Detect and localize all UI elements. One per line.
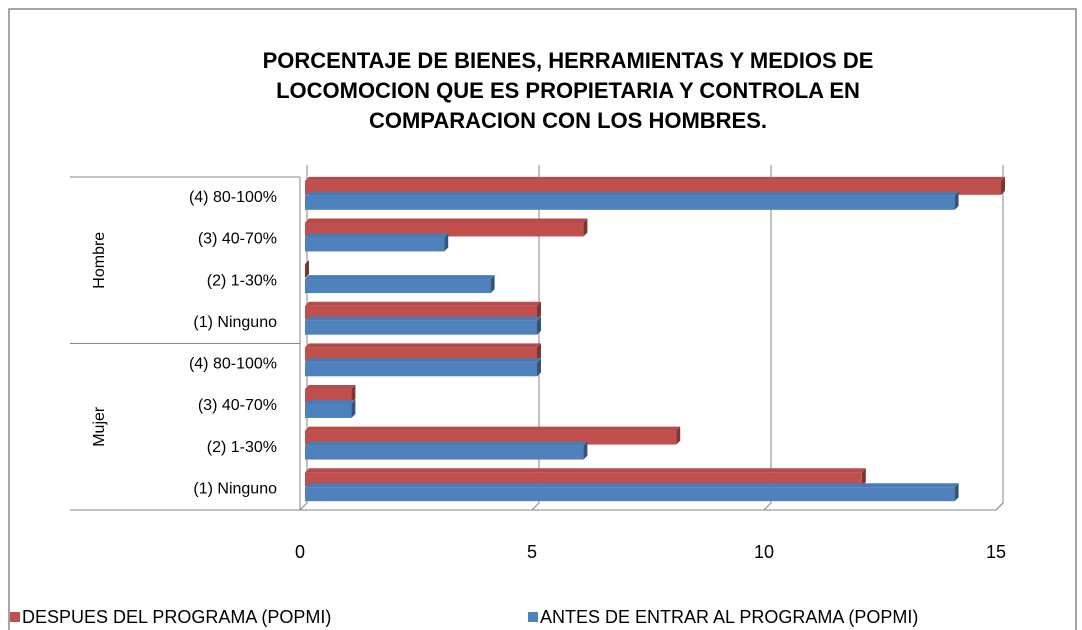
x-tick-label: 0 (295, 542, 305, 562)
bar-side (954, 483, 959, 502)
group-label: Mujer (91, 406, 108, 447)
bar-side (583, 218, 588, 237)
legend-label: ANTES DE ENTRAR AL PROGRAMA (POPMI) (540, 607, 918, 627)
bar-top (305, 483, 959, 488)
x-tick-label: 5 (527, 542, 537, 562)
bar-side (1001, 176, 1005, 195)
bar-top (305, 343, 541, 348)
bar-side (954, 191, 959, 210)
x-tick-label: 15 (986, 542, 1006, 562)
bar (305, 180, 1001, 195)
chart-border (8, 8, 1077, 630)
bar-side (537, 316, 541, 335)
bar-top (305, 233, 449, 238)
y-tick-label: (4) 80-100% (189, 189, 277, 206)
bar-side (537, 358, 541, 377)
bar-top (305, 426, 681, 431)
bar (305, 362, 537, 377)
title-line: COMPARACION CON LOS HOMBRES. (369, 108, 767, 133)
bar (305, 279, 491, 294)
bar-top (305, 399, 356, 404)
bar-top (305, 358, 541, 363)
bar-top (305, 218, 588, 223)
bar-side (861, 468, 866, 487)
title-line: LOCOMOCION QUE ES PROPIETARIA Y CONTROLA… (276, 78, 860, 103)
bar-top (305, 275, 495, 280)
legend-swatch (528, 612, 538, 622)
y-tick-label: (1) Ninguno (193, 480, 277, 497)
bar (305, 403, 352, 418)
bar (305, 347, 537, 362)
bar (305, 305, 537, 320)
y-tick-label: (1) Ninguno (193, 314, 277, 331)
bar-side (351, 384, 356, 403)
bar-side (676, 426, 681, 445)
group-label: Hombre (91, 232, 108, 289)
bar (305, 472, 862, 487)
bar-side (537, 301, 541, 320)
bar (305, 237, 445, 252)
chart-title: PORCENTAJE DE BIENES, HERRAMIENTAS Y MED… (263, 48, 874, 133)
bar-side (351, 399, 356, 418)
y-tick-label: (3) 40-70% (198, 397, 277, 414)
bar-side (537, 343, 541, 362)
y-tick-label: (2) 1-30% (207, 439, 277, 456)
bar (305, 320, 537, 335)
y-tick-label: (4) 80-100% (189, 356, 277, 373)
bar (305, 445, 584, 460)
bar (305, 487, 955, 502)
bar (305, 430, 677, 445)
grid-line (531, 165, 540, 511)
bar-side (305, 260, 309, 279)
grid-line (995, 165, 1004, 511)
bar-top (305, 441, 588, 446)
legend-swatch (10, 612, 20, 622)
bar-side (490, 275, 495, 294)
bar-top (305, 468, 866, 473)
grid-line (763, 165, 772, 511)
x-tick-label: 10 (754, 542, 774, 562)
bar-top (305, 176, 1005, 181)
bar (305, 195, 955, 210)
bar-top (305, 191, 959, 196)
y-tick-label: (2) 1-30% (207, 272, 277, 289)
y-tick-label: (3) 40-70% (198, 231, 277, 248)
bar-top (305, 384, 356, 389)
bar (305, 222, 584, 237)
legend-label: DESPUES DEL PROGRAMA (POPMI) (22, 607, 331, 627)
bar-side (444, 233, 449, 252)
bar (305, 388, 352, 403)
bar-top (305, 316, 541, 321)
bar-side (583, 441, 588, 460)
title-line: PORCENTAJE DE BIENES, HERRAMIENTAS Y MED… (263, 48, 874, 73)
bar-top (305, 301, 541, 306)
